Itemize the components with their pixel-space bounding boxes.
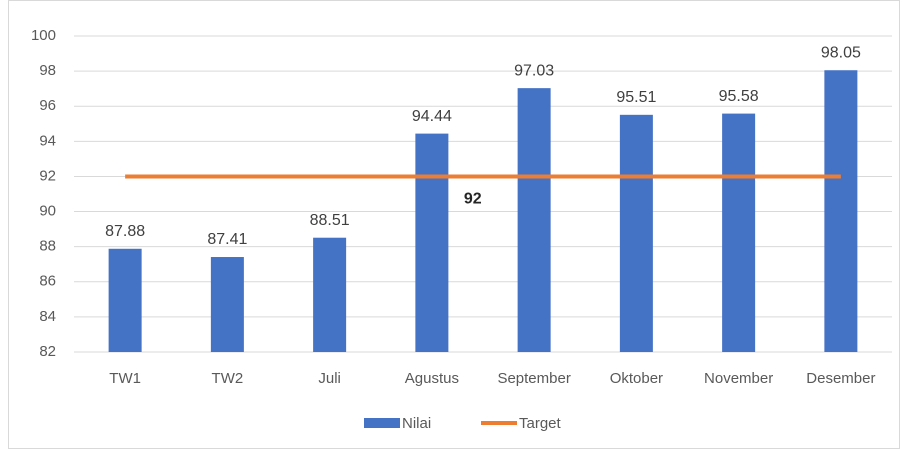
data-label: 87.88 xyxy=(105,223,145,240)
x-tick-label: TW1 xyxy=(109,370,141,387)
bar xyxy=(517,88,551,352)
data-label: 98.05 xyxy=(821,44,861,61)
bar xyxy=(313,237,347,352)
bar xyxy=(722,113,756,353)
x-tick-label: Juli xyxy=(318,370,341,387)
y-tick-label: 88 xyxy=(39,238,56,255)
data-label: 92 xyxy=(464,191,482,208)
data-label: 95.58 xyxy=(719,88,759,105)
bar xyxy=(619,114,653,352)
data-label: 88.51 xyxy=(310,212,350,229)
x-tick-label: TW2 xyxy=(212,370,244,387)
legend-label: Target xyxy=(519,415,562,432)
bar xyxy=(210,257,244,352)
bar xyxy=(824,70,858,352)
legend-label: Nilai xyxy=(402,415,431,432)
x-tick-label: Agustus xyxy=(405,370,459,387)
y-tick-label: 100 xyxy=(31,27,56,44)
data-label: 97.03 xyxy=(514,62,554,79)
x-tick-label: Oktober xyxy=(610,370,663,387)
y-tick-label: 96 xyxy=(39,97,56,114)
y-tick-label: 82 xyxy=(39,343,56,360)
x-tick-label: November xyxy=(704,370,773,387)
y-tick-label: 92 xyxy=(39,167,56,184)
bar xyxy=(108,248,142,352)
y-tick-label: 86 xyxy=(39,273,56,290)
y-tick-label: 84 xyxy=(39,308,56,325)
data-label: 87.41 xyxy=(207,231,247,248)
y-tick-label: 94 xyxy=(39,132,56,149)
data-label: 95.51 xyxy=(616,89,656,106)
bar xyxy=(415,133,449,352)
data-label: 94.44 xyxy=(412,108,452,125)
x-tick-label: September xyxy=(497,370,570,387)
y-tick-label: 98 xyxy=(39,62,56,79)
x-tick-label: Desember xyxy=(806,370,875,387)
y-tick-label: 90 xyxy=(39,203,56,220)
legend-swatch xyxy=(364,418,400,428)
